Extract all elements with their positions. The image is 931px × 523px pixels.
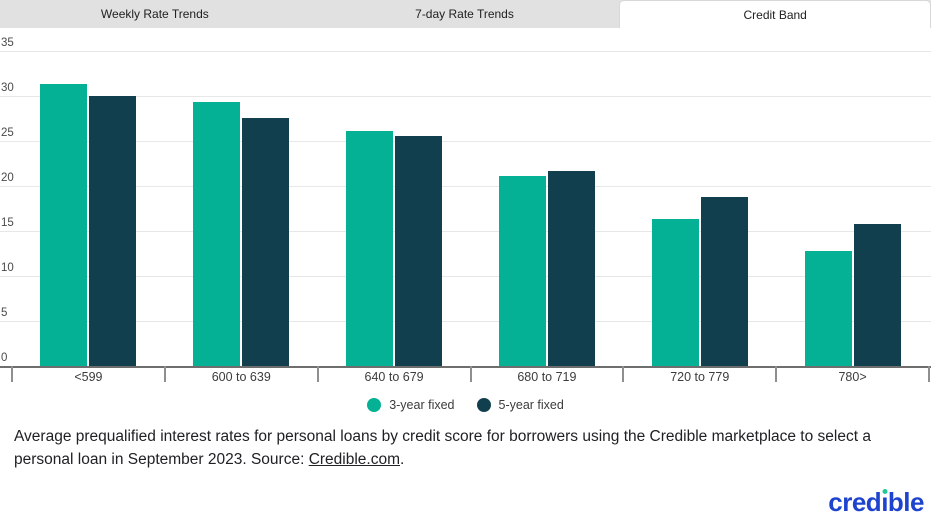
x-axis-tick-1 [163,366,166,382]
caption-text: Average prequalified interest rates for … [14,428,871,468]
gridline-y-5 [0,321,931,322]
bar-3-year-fixed-720to779 [651,219,699,366]
bar-5-year-fixed-599 [89,96,137,366]
x-axis-category-label: 640 to 679 [364,370,424,384]
tab-7day-rate-trends[interactable]: 7-day Rate Trends [415,7,514,21]
y-axis-label-30: 30 [1,82,14,94]
tab-bar: Weekly Rate Trends 7-day Rate Trends Cre… [0,0,931,28]
x-axis: <599 600 to 639 640 to 679 680 to 719 720 to… [0,366,931,384]
bar-5-year-fixed-780 [853,223,901,366]
credible-com-link[interactable]: Credible.com [308,450,401,468]
y-axis-label-5: 5 [1,307,8,319]
chart-caption: Average prequalified interest rates for … [14,426,917,472]
y-axis-label-10: 10 [1,262,14,274]
legend-swatch-5-year-icon [476,398,491,412]
gridline-y-25 [0,141,931,142]
x-axis-tick-2 [316,366,319,382]
legend-item-5-year-fixed: 5-year fixed [476,398,564,412]
bar-5-year-fixed-680to719 [547,170,595,366]
bar-3-year-fixed-599 [40,84,88,366]
y-axis-label-35: 35 [1,37,14,49]
x-axis-tick-0 [11,366,13,382]
gridline-y-30 [0,96,931,97]
bar-3-year-fixed-600to639 [193,102,241,366]
logo-i-dot-icon [882,489,888,494]
gridline-y-15 [0,231,931,232]
chart-legend: 3-year fixed 5-year fixed [0,398,931,412]
x-axis-tick-3 [469,366,472,382]
bar-5-year-fixed-640to679 [395,135,443,366]
tab-credit-band[interactable]: Credit Band [619,0,931,28]
bar-5-year-fixed-720to779 [700,196,748,366]
y-axis-label-15: 15 [1,217,14,229]
x-axis-category-label: 680 to 719 [517,370,577,384]
caption-period: . [400,450,405,468]
tab-weekly-rate-trends[interactable]: Weekly Rate Trends [100,7,209,21]
plot-area: 0 5 10 15 20 25 30 35 [0,36,931,366]
bar-3-year-fixed-680to719 [498,176,546,366]
y-axis-label-0: 0 [1,352,8,364]
y-axis-label-20: 20 [1,172,14,184]
legend-label-3-year: 3-year fixed [389,398,455,412]
x-axis-category-label: <599 [74,370,103,384]
legend-item-3-year-fixed: 3-year fixed [367,398,455,412]
gridline-y-20 [0,186,931,187]
legend-label-5-year: 5-year fixed [498,398,564,412]
credible-logo: credı ble [828,487,924,517]
x-axis-line [0,366,931,368]
x-axis-tick-6 [928,366,930,382]
legend-swatch-3-year-icon [367,398,382,412]
gridline-y-35 [0,51,931,52]
x-axis-tick-5 [775,366,778,382]
y-axis-label-25: 25 [1,127,14,139]
bar-3-year-fixed-780 [804,250,852,366]
bar-3-year-fixed-640to679 [346,131,394,366]
gridline-y-10 [0,276,931,277]
bar-5-year-fixed-600to639 [242,117,290,366]
x-axis-category-label: 780> [838,370,867,384]
x-axis-category-label: 720 to 779 [670,370,730,384]
x-axis-tick-4 [622,366,625,382]
x-axis-category-label: 600 to 639 [211,370,271,384]
